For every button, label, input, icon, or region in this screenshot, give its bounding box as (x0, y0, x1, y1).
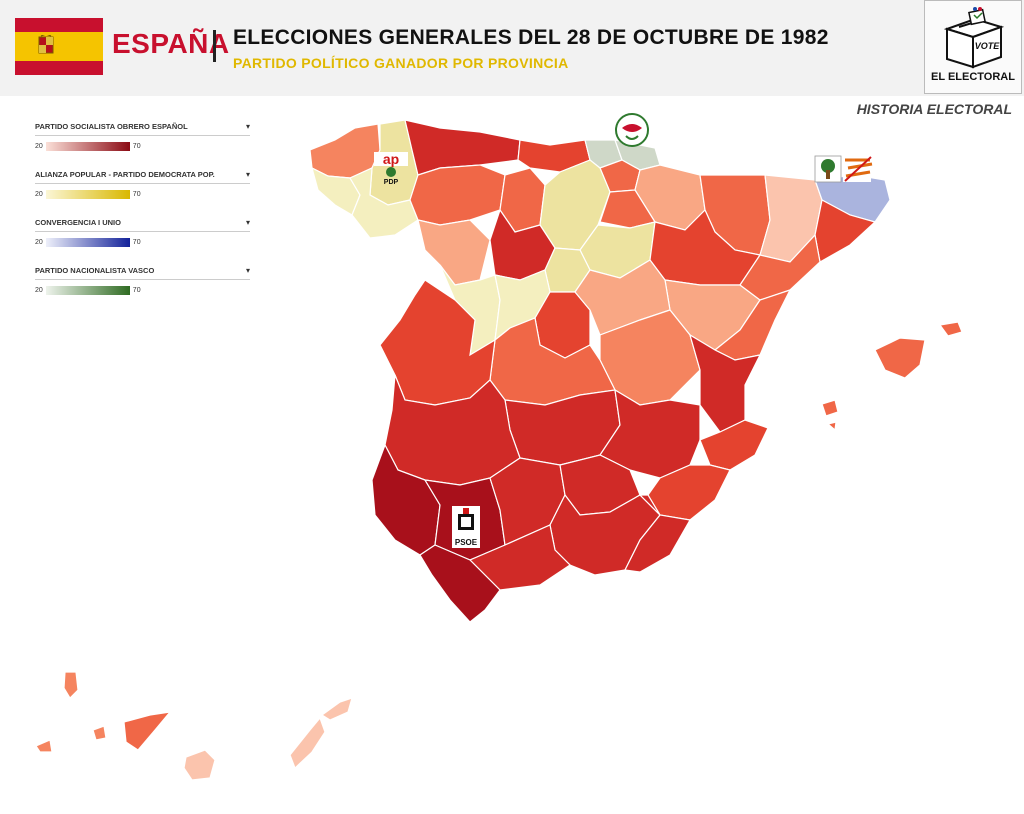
historia-electoral-label[interactable]: HISTORIA ELECTORAL (856, 101, 1012, 117)
legend-max: 70 (132, 143, 141, 150)
country-name: ESPAÑA (112, 28, 230, 59)
province-almeria[interactable] (624, 494, 691, 573)
chevron-down-icon[interactable]: ▾ (245, 170, 250, 179)
legend-item-label: PARTIDO NACIONALISTA VASCO (35, 266, 155, 275)
province-baleares-ibiza[interactable] (821, 399, 839, 417)
el-electoral-logo[interactable]: VOTE EL ELECTORAL (924, 0, 1022, 94)
province-cadiz[interactable] (419, 544, 501, 623)
legend-item-pnv[interactable]: PARTIDO NACIONALISTA VASCO ▾ 20 70 (35, 266, 250, 295)
legend-item-ap[interactable]: ALIANZA POPULAR - PARTIDO DEMOCRATA POP.… (35, 170, 250, 199)
legend-max: 70 (132, 239, 141, 246)
legend-min: 20 (35, 143, 43, 150)
province-gran-canaria[interactable] (183, 749, 216, 781)
svg-text:VOTE: VOTE (975, 41, 1001, 51)
ciu-logo (814, 155, 873, 183)
ballot-box-icon: VOTE (943, 7, 1005, 69)
province-el-hierro[interactable] (35, 739, 53, 753)
coat-of-arms-icon (38, 35, 54, 54)
province-tenerife[interactable] (123, 711, 172, 751)
province-baleares-mallorca[interactable] (874, 337, 926, 379)
legend-min: 20 (35, 287, 43, 294)
province-guadalajara[interactable] (574, 259, 671, 336)
province-valencia[interactable] (689, 333, 762, 433)
svg-text:PSOE: PSOE (455, 538, 478, 547)
logo-label: EL ELECTORAL (931, 71, 1015, 83)
chevron-down-icon[interactable]: ▾ (245, 122, 250, 131)
province-baleares-formentera[interactable] (826, 421, 837, 432)
province-la-gomera[interactable] (92, 725, 107, 741)
page-subtitle: PARTIDO POLÍTICO GANADOR POR PROVINCIA (233, 55, 569, 71)
legend-gradient-bar (45, 190, 130, 199)
legend-max: 70 (132, 191, 141, 198)
legend-item-psoe[interactable]: PARTIDO SOCIALISTA OBRERO ESPAÑOL ▾ 20 70 (35, 122, 250, 151)
header-bar: ESPAÑA ELECCIONES GENERALES DEL 28 DE OC… (0, 0, 1024, 96)
legend-item-ciu[interactable]: CONVERGENCIA I UNIO ▾ 20 70 (35, 218, 250, 247)
legend-gradient-bar (45, 286, 130, 295)
chevron-down-icon[interactable]: ▾ (245, 218, 250, 227)
province-lanzarote[interactable] (320, 697, 353, 721)
legend-item-label: CONVERGENCIA I UNIO (35, 218, 121, 227)
legend-panel: PARTIDO SOCIALISTA OBRERO ESPAÑOL ▾ 20 70 … (35, 122, 250, 314)
province-fuerteventura[interactable] (289, 716, 326, 770)
pnv-logo (615, 113, 649, 147)
province-la-palma[interactable] (63, 671, 79, 699)
legend-min: 20 (35, 239, 43, 246)
province-baleares-menorca[interactable] (938, 321, 963, 337)
spain-flag (15, 18, 103, 75)
legend-gradient-bar (45, 238, 130, 247)
legend-max: 70 (132, 287, 141, 294)
province-alicante[interactable] (699, 419, 769, 471)
ap-pdp-logo: ap PDP (374, 151, 408, 186)
divider (213, 30, 216, 62)
legend-gradient-bar (45, 142, 130, 151)
legend-item-label: PARTIDO SOCIALISTA OBRERO ESPAÑOL (35, 122, 188, 131)
chevron-down-icon[interactable]: ▾ (245, 266, 250, 275)
svg-text:PDP: PDP (384, 179, 399, 186)
page-title: ELECCIONES GENERALES DEL 28 DE OCTUBRE D… (233, 26, 829, 49)
province-zamora[interactable] (417, 219, 491, 286)
legend-item-label: ALIANZA POPULAR - PARTIDO DEMOCRATA POP. (35, 170, 215, 179)
legend-min: 20 (35, 191, 43, 198)
province-leon[interactable] (409, 164, 506, 226)
province-asturias[interactable] (404, 119, 521, 176)
svg-text:ap: ap (383, 151, 399, 167)
psoe-logo: PSOE (452, 506, 480, 548)
